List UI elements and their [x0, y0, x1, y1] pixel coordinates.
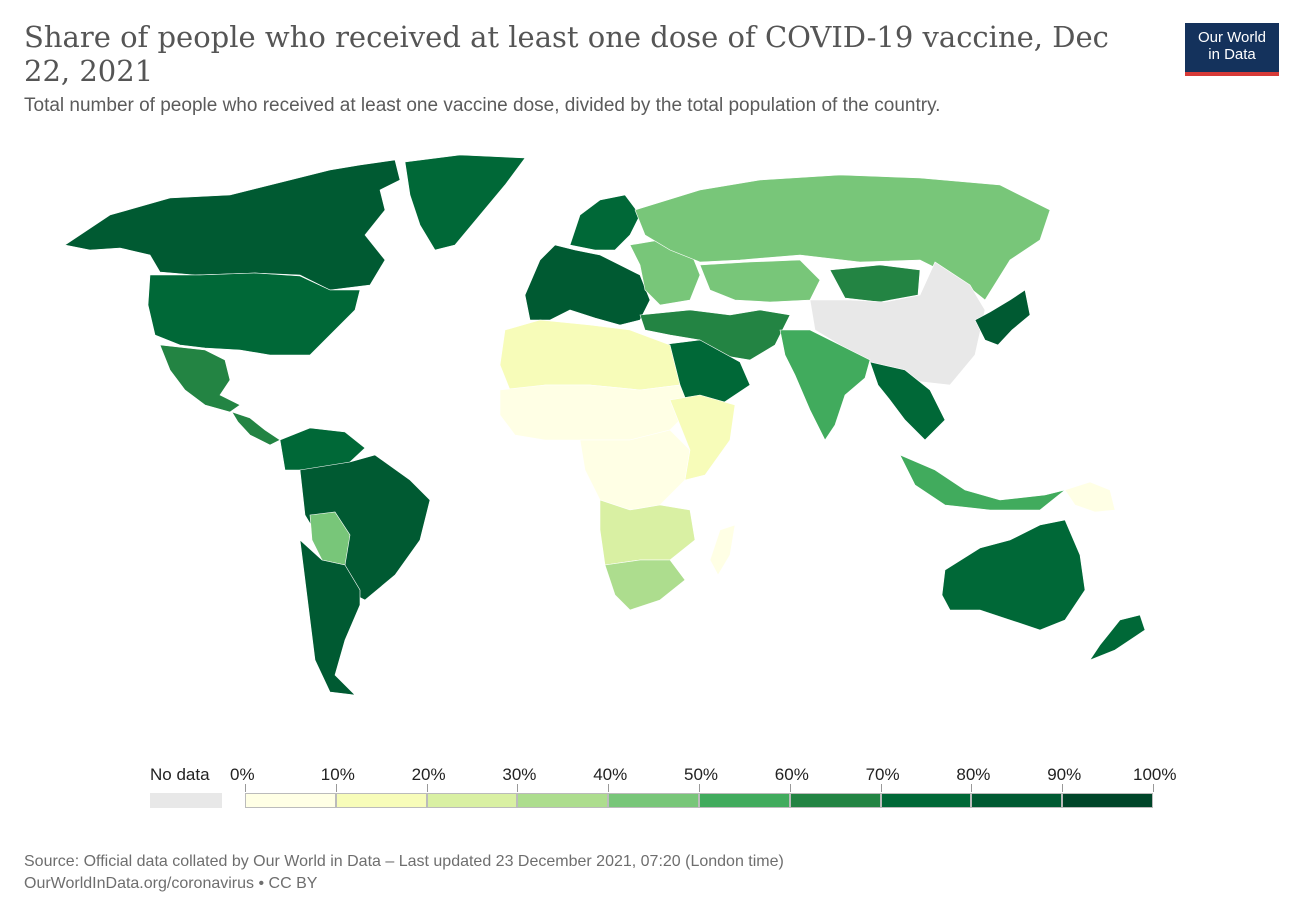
legend-bin[interactable] — [880, 793, 972, 808]
legend-bin[interactable] — [1062, 793, 1153, 808]
madagascar-region[interactable] — [709, 524, 736, 576]
india-region[interactable] — [779, 329, 871, 441]
chart-subtitle: Total number of people who received at l… — [24, 95, 941, 116]
legend-tick-label: 90% — [1047, 765, 1082, 784]
legend-tick — [335, 784, 337, 792]
usa-region[interactable] — [147, 272, 361, 356]
new-zealand-region[interactable] — [1089, 614, 1146, 661]
southeast-asia-region[interactable] — [869, 361, 946, 441]
logo-line-1: Our World — [1197, 29, 1267, 46]
chart-title: Share of people who received at least on… — [24, 20, 1109, 88]
legend-tick-label: 30% — [502, 765, 537, 784]
legend-bin[interactable] — [335, 793, 427, 808]
color-legend: No data 0% 10% 20% 30% 40% 50% 60% 70% 80% 90% 100… — [0, 760, 1302, 820]
legend-tick-label: 60% — [774, 765, 809, 784]
png-region[interactable] — [1064, 481, 1116, 513]
legend-tick — [426, 784, 428, 792]
legend-tick — [245, 784, 246, 792]
legend-tick-label: 50% — [684, 765, 719, 784]
source-text: Source: Official data collated by Our Wo… — [24, 853, 784, 870]
sahel-region[interactable] — [499, 384, 691, 441]
central-africa-region[interactable] — [579, 429, 691, 511]
source-link[interactable]: OurWorldInData.org/coronavirus • CC BY — [24, 875, 318, 892]
legend-tick-label: 80% — [956, 765, 991, 784]
legend-tick-label: 10% — [320, 765, 355, 784]
legend-tick — [971, 784, 973, 792]
legend-tick — [789, 784, 791, 792]
legend-tick — [517, 784, 519, 792]
middle-east-region[interactable] — [639, 309, 791, 361]
legend-bin[interactable] — [245, 793, 336, 808]
legend-bin[interactable] — [517, 793, 609, 808]
north-america-region[interactable] — [64, 159, 401, 291]
legend-bin[interactable] — [699, 793, 790, 808]
legend-bin[interactable] — [426, 793, 518, 808]
owid-logo[interactable]: Our World in Data — [1185, 23, 1279, 76]
scandinavia-region[interactable] — [569, 194, 641, 251]
legend-no-data-swatch[interactable] — [150, 793, 222, 808]
indonesia-region[interactable] — [899, 454, 1066, 511]
legend-no-data-label: No data — [150, 765, 210, 784]
australia-region[interactable] — [941, 519, 1086, 631]
southern-africa-region[interactable] — [599, 499, 696, 566]
legend-tick — [1153, 784, 1154, 792]
kazakhstan-region[interactable] — [699, 259, 821, 303]
legend-bin[interactable] — [789, 793, 881, 808]
south-america-north-region[interactable] — [279, 427, 366, 471]
legend-tick — [1062, 784, 1064, 792]
western-europe-region[interactable] — [524, 244, 651, 326]
world-map — [64, 154, 1146, 696]
argentina-region[interactable] — [299, 539, 361, 696]
south-africa-region[interactable] — [604, 559, 686, 611]
legend-bin[interactable] — [971, 793, 1063, 808]
legend-tick-label: 0% — [230, 765, 255, 784]
legend-tick — [880, 784, 882, 792]
mongolia-region[interactable] — [829, 264, 921, 303]
mexico-region[interactable] — [159, 344, 241, 413]
central-america-region[interactable] — [231, 411, 281, 446]
japan-korea-region[interactable] — [974, 289, 1031, 346]
legend-tick-label: 40% — [593, 765, 628, 784]
legend-tick — [608, 784, 610, 792]
greenland-region[interactable] — [404, 154, 526, 251]
source-note: Source: Official data collated by Our Wo… — [24, 851, 784, 895]
legend-tick — [699, 784, 700, 792]
legend-bin[interactable] — [608, 793, 699, 808]
logo-line-2: in Data — [1208, 46, 1256, 63]
legend-tick-label: 20% — [411, 765, 446, 784]
legend-tick-label: 100% — [1133, 765, 1177, 784]
russia-region[interactable] — [634, 174, 1051, 301]
east-africa-region[interactable] — [669, 394, 736, 481]
legend-tick-label: 70% — [865, 765, 900, 784]
